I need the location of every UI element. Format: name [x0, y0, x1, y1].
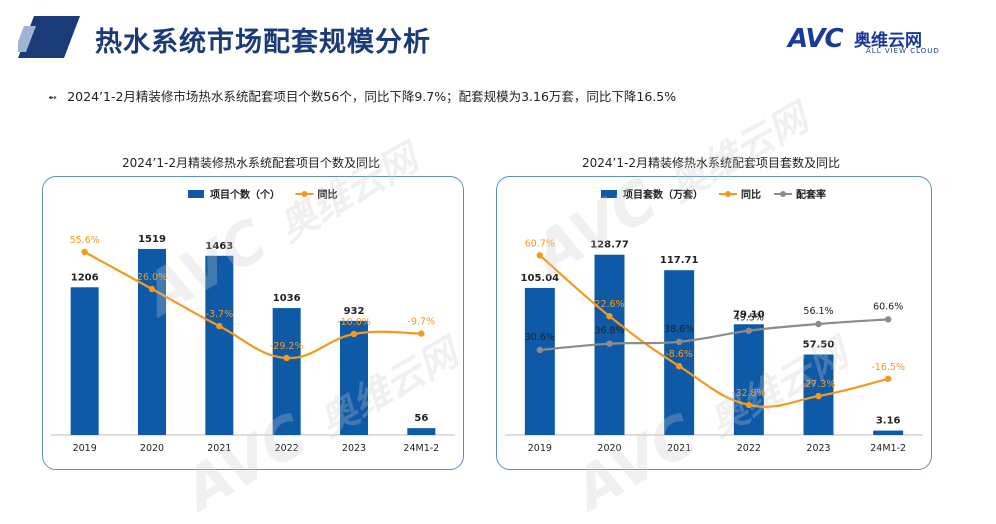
bar-value-label: 57.50: [803, 340, 835, 351]
legend-label-2: 配套率: [796, 188, 826, 201]
legend-label-1: 同比: [318, 188, 338, 201]
x-tick-label: 2021: [667, 443, 691, 454]
logo-cn: 奥维云网: [854, 31, 922, 51]
brand-logo: AVC 奥维云网 ALL VIEW CLOUD: [788, 22, 948, 62]
line-point: [536, 346, 544, 354]
chart1-title: 2024’1-2月精装修热水系统配套项目个数及同比: [122, 156, 380, 170]
series-line-1: [84, 251, 422, 360]
x-tick-label: 2020: [597, 443, 621, 454]
line-point: [81, 248, 88, 256]
bullet-arrow-icon: ➻: [48, 91, 58, 104]
bar: [138, 248, 166, 435]
x-tick-label: 24M1-2: [403, 443, 439, 454]
series-line-2: [539, 318, 889, 352]
bar: [524, 287, 555, 435]
title-accent-bar: [18, 16, 80, 58]
bar: [340, 320, 368, 435]
legend-swatch-0: [188, 190, 204, 198]
line-point: [606, 313, 613, 320]
line-value-label: -10.0%: [337, 317, 371, 328]
summary-bullet: ➻ 2024’1-2月精装修市场热水系统配套项目个数56个，同比下降9.7%；配套…: [48, 86, 676, 105]
legend-label-1: 同比: [741, 188, 761, 201]
x-tick-label: 24M1-2: [870, 443, 906, 454]
bar: [873, 430, 904, 435]
legend-label-0: 项目个数（个）: [210, 188, 280, 201]
bar: [70, 287, 99, 435]
line-point: [606, 340, 613, 347]
chart1-panel: 项目个数（个） 同比 1206 1519 1463 1036 932 56 2019 2020 20…: [42, 176, 464, 470]
line-point: [350, 330, 358, 338]
bar: [733, 324, 764, 435]
bar-value-label: 3.16: [876, 416, 901, 427]
bar-value-label: 1206: [71, 272, 99, 283]
line-value-label: -3.7%: [206, 309, 234, 320]
line-point: [216, 322, 223, 330]
chart2-panel: 项目套数（万套） 同比 配套率 105.04 128.77 117.71 79.10 57.5…: [496, 176, 932, 470]
series-line-1: [539, 254, 889, 408]
line-value-label: 30.6%: [525, 332, 555, 343]
logo-en: ALL VIEW CLOUD: [866, 47, 940, 55]
line-value-label: 55.6%: [70, 235, 100, 246]
line-value-label: -16.5%: [871, 362, 905, 373]
bar: [205, 255, 234, 435]
bar-value-label: 1036: [273, 293, 301, 304]
line-value-label: -32.8%: [732, 388, 766, 399]
bar: [664, 270, 695, 435]
chart2-svg: 项目套数（万套） 同比 配套率 105.04 128.77 117.71 79.10 57.5…: [505, 188, 923, 454]
line-value-label: 22.6%: [594, 299, 624, 310]
bar-value-label: 105.04: [521, 273, 560, 284]
line-point: [745, 401, 753, 409]
line-value-label: 60.6%: [873, 301, 903, 312]
chart1-svg: 项目个数（个） 同比 1206 1519 1463 1036 932 56 2019 2020 20…: [51, 188, 455, 454]
line-point: [418, 330, 425, 337]
line-point: [884, 316, 892, 323]
bar-value-label: 1463: [205, 241, 233, 252]
x-tick-label: 2023: [806, 443, 830, 454]
line-point: [283, 354, 290, 362]
line-value-label: -29.2%: [270, 341, 304, 352]
x-tick-label: 2023: [342, 443, 366, 454]
line-point: [745, 327, 753, 334]
line-value-label: 49.5%: [734, 313, 764, 324]
legend-marker-2: [780, 191, 786, 197]
line-value-label: -27.3%: [802, 379, 836, 390]
legend-marker-1: [725, 191, 731, 197]
logo-brand: AVC: [788, 24, 844, 54]
line-point: [815, 320, 822, 328]
x-tick-label: 2019: [528, 443, 552, 454]
bar-value-label: 79.10: [733, 309, 765, 320]
bar-value-label: 128.77: [590, 240, 629, 251]
summary-text: 2024’1-2月精装修市场热水系统配套项目个数56个，同比下降9.7%；配套规…: [67, 89, 677, 104]
line-value-label: 36.8%: [594, 326, 624, 337]
line-point: [675, 338, 683, 345]
line-point: [815, 392, 822, 400]
line-value-label: -9.7%: [408, 317, 436, 328]
legend-swatch-0: [601, 190, 617, 198]
line-value-label: 26.0%: [137, 272, 167, 283]
bar-value-label: 56: [414, 413, 428, 424]
line-point: [536, 252, 544, 259]
line-point: [884, 375, 892, 382]
x-tick-label: 2020: [140, 443, 164, 454]
bar-value-label: 117.71: [660, 255, 699, 266]
chart2-title: 2024’1-2月精装修热水系统配套项目套数及同比: [582, 156, 840, 170]
line-value-label: 56.1%: [803, 306, 833, 317]
x-tick-label: 2021: [207, 443, 231, 454]
bar: [407, 428, 436, 435]
line-point: [675, 363, 683, 370]
x-tick-label: 2022: [275, 443, 299, 454]
legend-marker-1: [301, 191, 308, 197]
line-value-label: 60.7%: [525, 238, 555, 249]
line-value-label: -8.6%: [665, 349, 693, 360]
x-tick-label: 2019: [73, 443, 97, 454]
legend-label-0: 项目套数（万套）: [623, 188, 703, 201]
bar-value-label: 1519: [138, 234, 166, 245]
x-tick-label: 2022: [737, 443, 761, 454]
line-value-label: 38.6%: [664, 324, 694, 335]
bar-value-label: 932: [344, 306, 365, 317]
line-point: [148, 285, 156, 293]
page-title: 热水系统市场配套规模分析: [95, 27, 431, 58]
bar: [272, 308, 301, 435]
